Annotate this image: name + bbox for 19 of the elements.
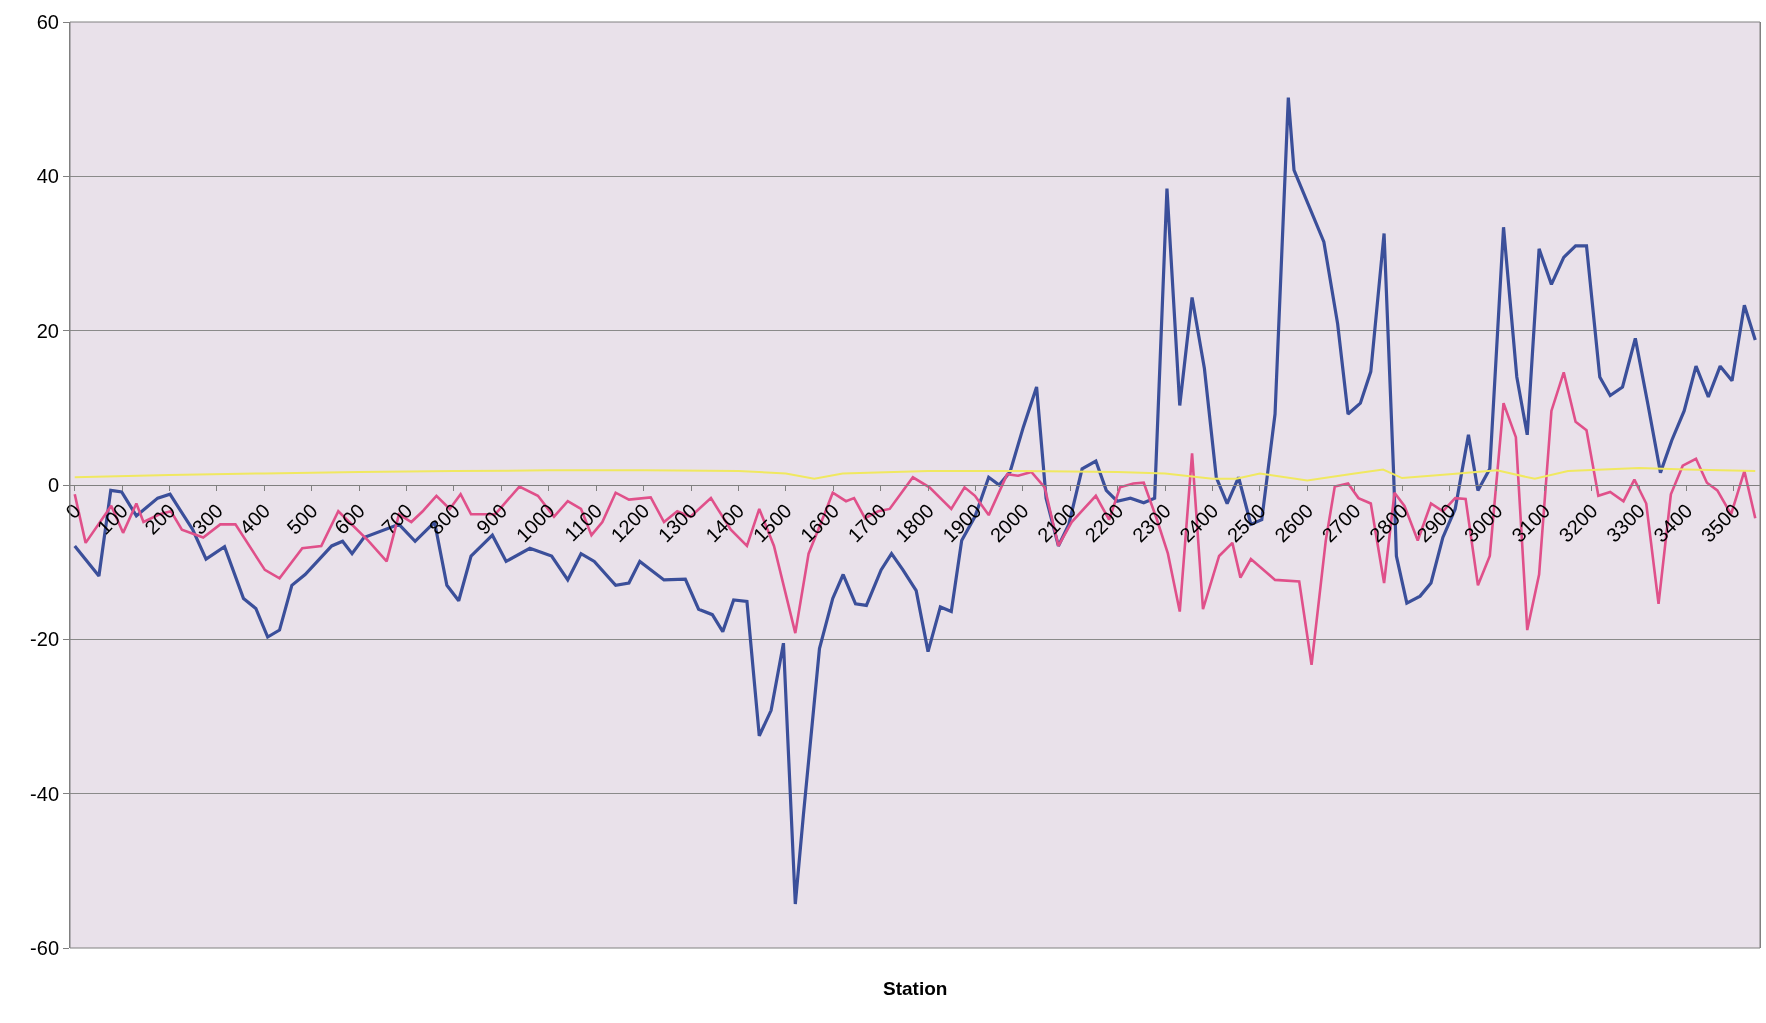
x-tick-label: 400 [235, 499, 275, 539]
x-tick-label: 500 [282, 499, 322, 539]
x-tick-label: 100 [92, 499, 133, 539]
y-tick-label: -40 [30, 782, 59, 805]
y-tick-label: 20 [36, 319, 59, 342]
y-tick-label: -60 [30, 937, 59, 959]
x-tick-label: 0 [61, 499, 85, 523]
x-tick-label: 200 [140, 499, 180, 539]
line-series [73, 467, 1757, 482]
y-tick-label: -20 [30, 628, 59, 651]
x-tick-label: 600 [329, 499, 370, 539]
x-tick-label: 300 [187, 499, 227, 539]
y-tick-label: 40 [36, 165, 59, 188]
x-tick-label: 700 [377, 499, 417, 539]
x-tick-label: 800 [424, 499, 464, 539]
x-tick-label: 900 [472, 499, 512, 539]
y-tick-label: 60 [36, 11, 59, 33]
y-tick-label: 0 [47, 474, 59, 496]
x-axis-title: Station [883, 978, 948, 999]
